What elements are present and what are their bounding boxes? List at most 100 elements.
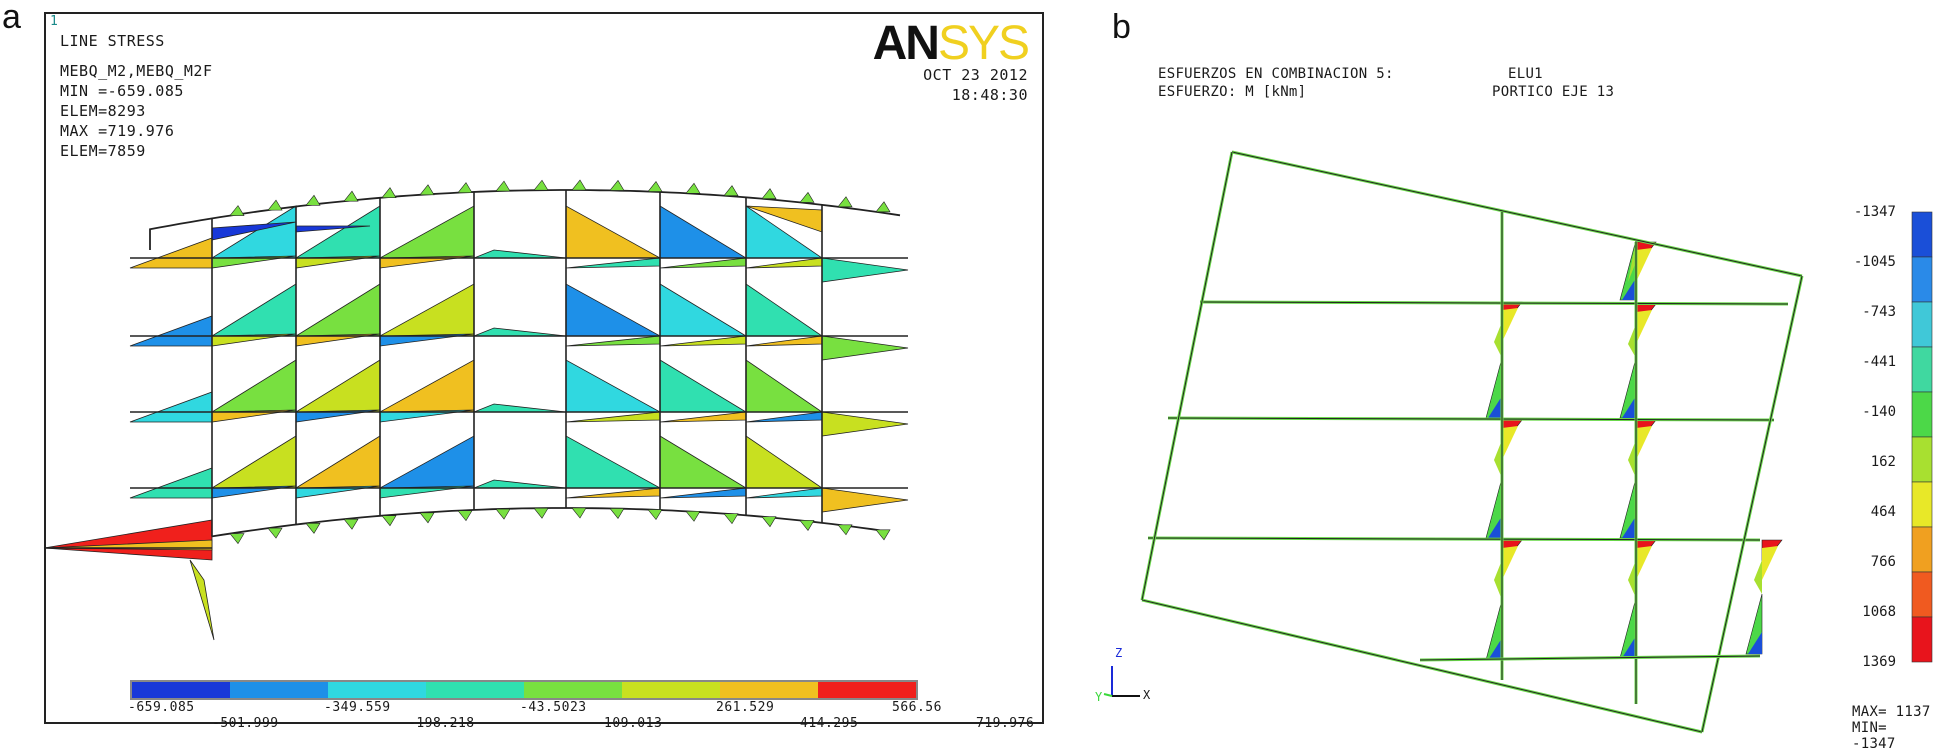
arch-tick (761, 516, 777, 528)
ansys-logo: ANSYS (872, 17, 1030, 70)
legend-top-label: -43.5023 (520, 700, 587, 715)
stress-triangle (379, 205, 475, 259)
moment-diagram (1636, 426, 1652, 460)
stress-triangle (129, 237, 213, 269)
panel-b-frame (1140, 150, 1804, 734)
arch-tick (419, 512, 435, 524)
stress-triangle (659, 435, 748, 489)
scale-swatch (1911, 436, 1933, 483)
stress-triangle (379, 283, 475, 337)
min-label: MIN= -1347 (1852, 720, 1896, 752)
stress-triangle (659, 487, 747, 499)
stress-triangle (210, 359, 297, 413)
window-number: 1 (50, 14, 58, 29)
arch-tick (799, 191, 815, 203)
scale-label: 1068 (1862, 604, 1896, 620)
stress-triangle (821, 411, 909, 437)
stress-triangle (745, 257, 823, 269)
stress-triangle (129, 391, 213, 423)
stress-triangle (745, 411, 823, 423)
stress-triangle (294, 435, 381, 489)
scale-label: -1045 (1853, 254, 1896, 270)
scale-swatch (1911, 481, 1933, 528)
arch-tick (609, 508, 625, 519)
header-elu: ELU1 (1508, 66, 1543, 82)
arch-tick (571, 507, 587, 519)
moment-diagram (1628, 440, 1636, 478)
axis-z-label: Z (1115, 646, 1123, 660)
legend-swatch (328, 682, 426, 698)
plot-time: 18:48:30 (951, 86, 1028, 104)
stress-triangle (659, 283, 748, 337)
moment-diagram (1748, 632, 1762, 654)
stress-triangle (379, 359, 475, 413)
min-elem-label: ELEM=8293 (60, 102, 146, 120)
stress-triangle (659, 205, 748, 259)
bottom-arch (211, 507, 883, 538)
arch-tick (685, 510, 701, 522)
items-label: MEBQ_M2,MEBQ_M2F (60, 62, 213, 80)
scale-swatch (1911, 256, 1933, 303)
legend-swatch (818, 682, 916, 698)
stress-triangle (745, 283, 824, 337)
stress-triangle (659, 257, 747, 269)
legend-bottom-label: 414.295 (800, 716, 859, 731)
scale-swatch (1911, 391, 1933, 438)
moment-diagram (1622, 278, 1636, 300)
header-combination: ESFUERZOS EN COMBINACION 5: (1158, 66, 1394, 82)
stress-triangle (565, 205, 661, 259)
arch-tick (267, 199, 283, 211)
top-arch (149, 189, 901, 250)
max-label: MAX= 1137 (1852, 704, 1931, 720)
scale-label: 766 (1870, 554, 1896, 570)
stress-triangle (565, 359, 661, 413)
arch-tick (381, 187, 397, 198)
moment-diagram (1502, 308, 1518, 342)
stress-triangle (565, 283, 661, 337)
stress-triangle (129, 467, 213, 499)
moment-diagram (1488, 396, 1502, 418)
legend-bottom-label: -198.218 (408, 716, 475, 731)
stress-triangle (565, 257, 661, 269)
scale-label: 1369 (1862, 654, 1896, 670)
arch-tick (837, 196, 853, 208)
arch-tick (305, 194, 321, 206)
legend-swatch (622, 682, 720, 698)
moment-diagram (1628, 560, 1636, 598)
arch-tick (267, 527, 283, 539)
stress-triangle (745, 335, 823, 347)
arch-tick (761, 188, 777, 200)
panel-a-structure (43, 179, 909, 641)
legend-swatch (230, 682, 328, 698)
scale-label: -140 (1862, 404, 1896, 420)
arch-tick (343, 518, 359, 530)
arch-tick (457, 510, 473, 522)
stress-triangle (210, 283, 297, 337)
stress-triangle (473, 249, 567, 259)
legend-top-label: -349.559 (324, 700, 391, 715)
arch-tick (875, 529, 891, 541)
frame-beam (1167, 417, 1775, 421)
moment-diagram (1636, 546, 1652, 580)
stress-triangle (43, 519, 213, 561)
arch-tick (229, 205, 245, 216)
arch-tick (343, 190, 359, 202)
legend-bottom-label: 719.976 (976, 716, 1035, 731)
arch-tick (723, 185, 739, 196)
panel-b-letter: b (1112, 8, 1131, 46)
legend-swatch (720, 682, 818, 698)
moment-diagram (1754, 560, 1762, 594)
axis-y-label: Y (1095, 690, 1103, 704)
min-value-label: MIN =-659.085 (60, 82, 184, 100)
plot-type-label: LINE STRESS (60, 32, 165, 50)
moment-diagram (1622, 396, 1636, 418)
panel-b-color-scale (1911, 211, 1933, 663)
frame-beam (1231, 151, 1803, 277)
legend-top-label: -659.085 (128, 700, 195, 715)
stress-triangle (294, 283, 381, 337)
arch-tick (533, 179, 549, 191)
ansys-plot-window: 1 LINE STRESS MEBQ_M2,MEBQ_M2F MIN =-659… (44, 12, 1044, 724)
moment-diagram (1494, 440, 1502, 478)
arch-tick (457, 182, 473, 193)
stress-triangle (565, 335, 661, 347)
